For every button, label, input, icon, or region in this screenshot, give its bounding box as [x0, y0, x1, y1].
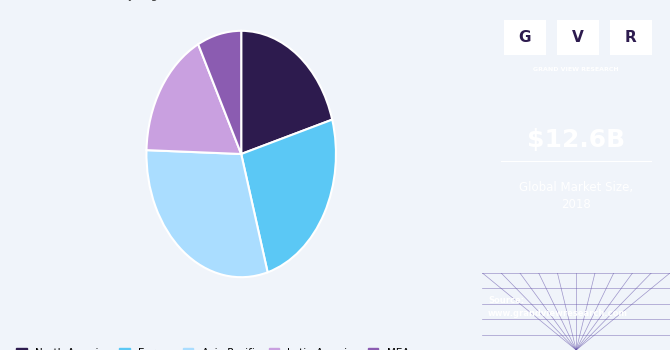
Text: $12.6B: $12.6B — [527, 128, 625, 152]
Wedge shape — [198, 31, 241, 154]
Text: G: G — [519, 30, 531, 46]
Wedge shape — [241, 31, 332, 154]
FancyBboxPatch shape — [610, 20, 652, 55]
Text: Global Market Size,
2018: Global Market Size, 2018 — [519, 181, 633, 211]
Text: GRAND VIEW RESEARCH: GRAND VIEW RESEARCH — [533, 67, 619, 72]
Text: Source:
www.grandviewresearch.com: Source: www.grandviewresearch.com — [488, 296, 628, 317]
Text: R: R — [625, 30, 636, 46]
FancyBboxPatch shape — [557, 20, 599, 55]
Wedge shape — [147, 44, 241, 154]
Text: V: V — [572, 30, 584, 46]
Legend: North America, Europe, Asia Pacific, Latin America, MEA: North America, Europe, Asia Pacific, Lat… — [17, 348, 409, 350]
Wedge shape — [241, 120, 336, 272]
FancyBboxPatch shape — [504, 20, 545, 55]
Text: share, by region, 2018 (%): share, by region, 2018 (%) — [80, 0, 238, 1]
Wedge shape — [147, 150, 267, 277]
